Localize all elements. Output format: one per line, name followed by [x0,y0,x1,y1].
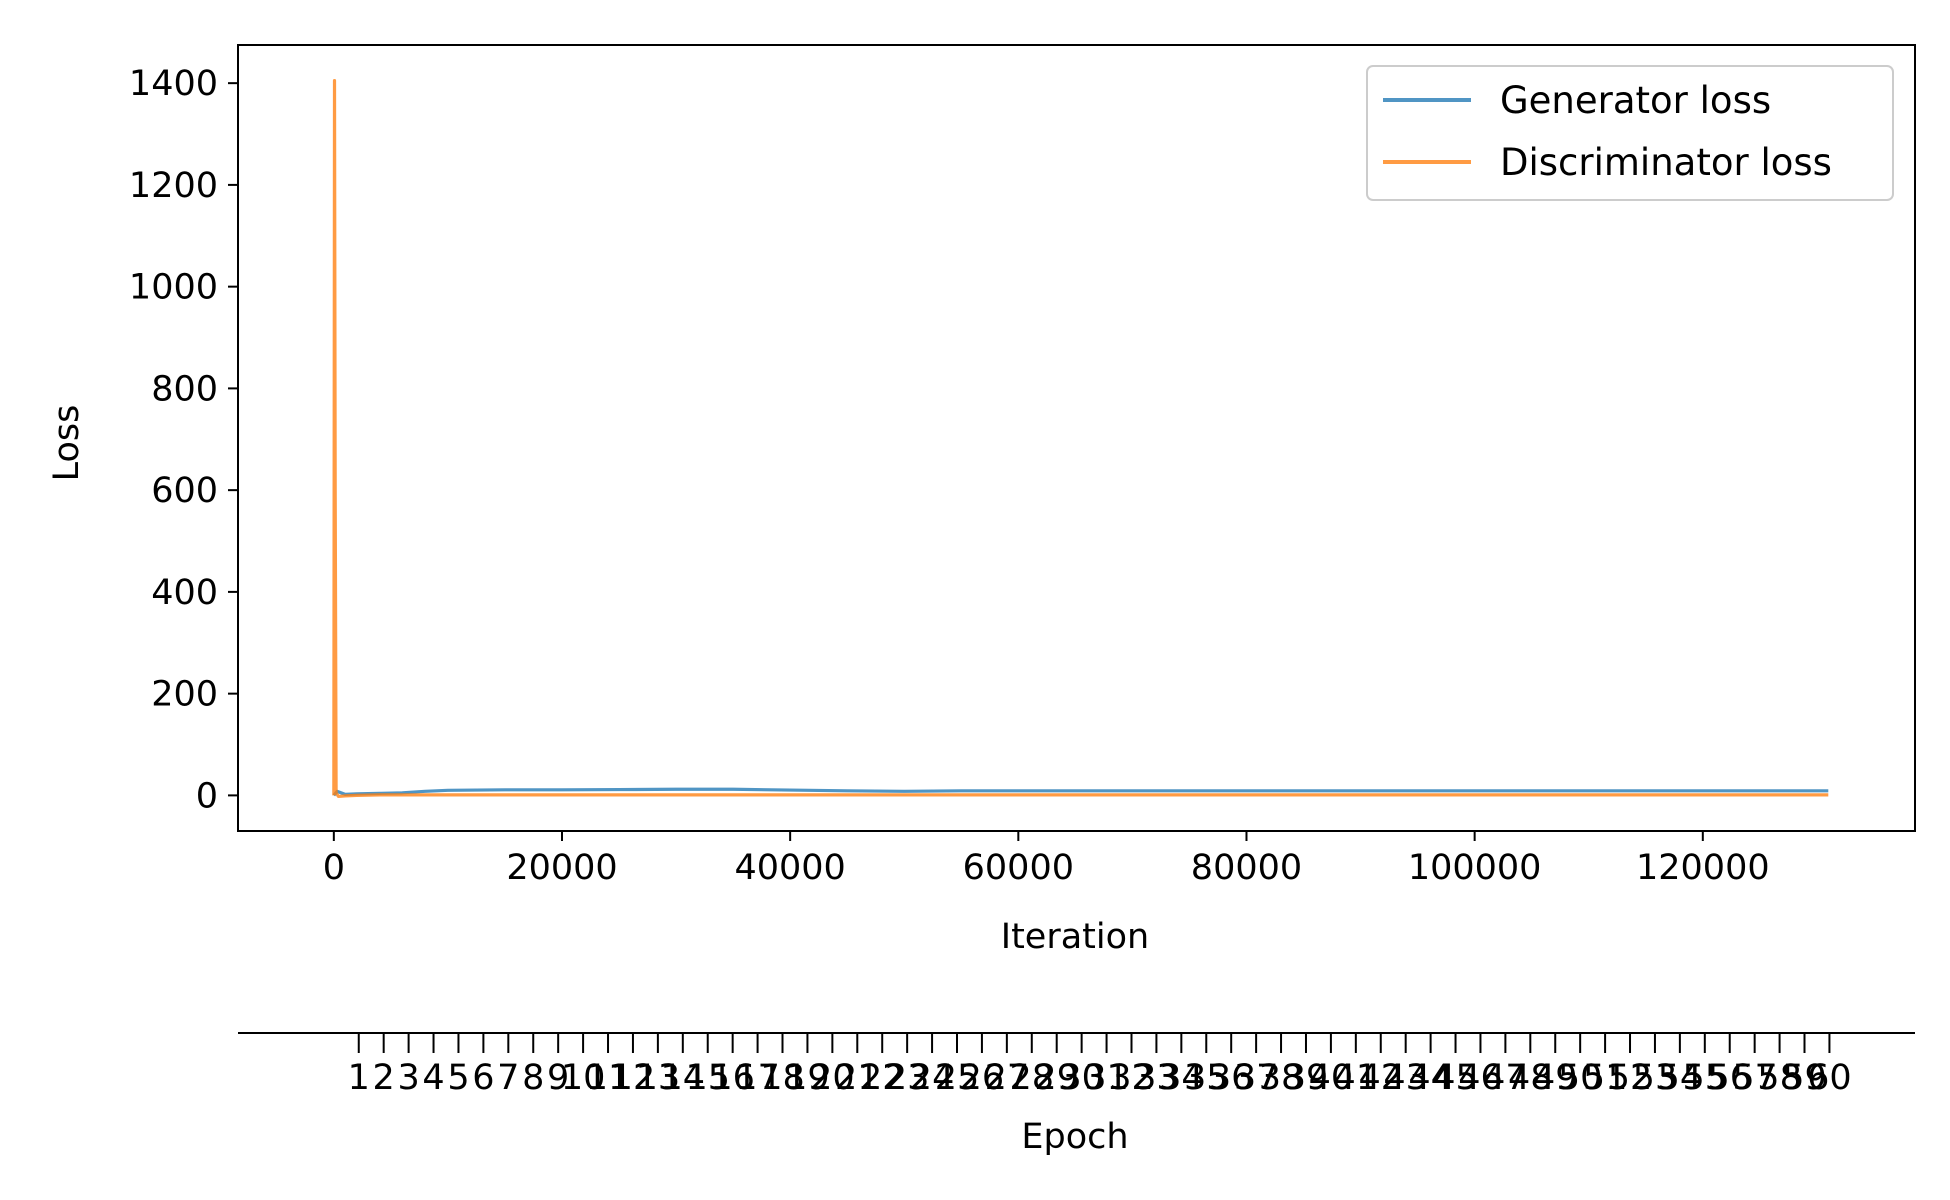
epoch-tick-label: 23 [885,1058,930,1098]
epoch-tick-label: 8 [522,1058,544,1098]
epoch-tick-label: 39 [1284,1058,1329,1098]
epoch-tick-label: 36 [1209,1058,1254,1098]
epoch-axis: 1 2 3 4 5 6 7 8 91011121314151617181920212223242… [238,1032,1915,1098]
epoch-tick-label: 19 [785,1058,830,1098]
epoch-tick-label: 15 [685,1058,730,1098]
epoch-tick-label: 3 [397,1058,419,1098]
y-tick-label: 0 [196,776,218,816]
epoch-tick-label: 18 [760,1058,805,1098]
x-tick-label: 40000 [734,848,845,888]
epoch-tick-label: 50 [1558,1058,1603,1098]
legend-box [1366,65,1894,201]
epoch-tick-label: 54 [1658,1058,1703,1098]
legend-label: Discriminator loss [1500,141,1832,184]
x-tick-label: 60000 [963,848,1074,888]
x-tick-label: 80000 [1191,848,1302,888]
epoch-tick-label: 31 [1084,1058,1129,1098]
y-tick-label: 400 [151,573,218,613]
y-tick-label: 200 [151,675,218,715]
epoch-tick-label: 41 [1334,1058,1379,1098]
epoch-tick-label: 17 [735,1058,780,1098]
epoch-tick-label: 13 [636,1058,681,1098]
series-line-discriminator-loss [332,79,1829,799]
x-axis-label: Iteration [1001,917,1149,957]
epoch-tick-label: 47 [1483,1058,1528,1098]
epoch-tick-label: 20 [810,1058,855,1098]
epoch-tick-label: 49 [1533,1058,1578,1098]
epoch-tick-label: 45 [1433,1058,1478,1098]
epoch-tick-label: 59 [1782,1058,1827,1098]
epoch-tick-label: 28 [1010,1058,1055,1098]
y-tick-label: 800 [151,369,218,409]
series-layer [332,79,1829,799]
legend: Generator loss Discriminator loss [1366,65,1894,201]
epoch-tick-label: 52 [1608,1058,1653,1098]
epoch-tick-label: 34 [1159,1058,1204,1098]
epoch-tick-label: 9 [547,1058,569,1098]
epoch-tick-label: 38 [1259,1058,1304,1098]
y-axis-label: Loss [47,405,87,482]
epoch-tick-label: 44 [1408,1058,1453,1098]
x-tick-label: 20000 [506,848,617,888]
y-tick-label: 1200 [129,166,218,206]
epoch-tick-label: 24 [910,1058,955,1098]
epoch-tick-label: 33 [1134,1058,1179,1098]
epoch-tick-label: 40 [1309,1058,1354,1098]
epoch-tick-label: 48 [1508,1058,1553,1098]
epoch-tick-label: 29 [1034,1058,1079,1098]
axes-layer: 0 20000 40000 60000 80000 100000 120000 0 200 400… [129,44,1916,888]
epoch-tick-label: 22 [860,1058,905,1098]
epoch-tick-label: 5 [447,1058,469,1098]
x-tick-label: 120000 [1636,848,1770,888]
epoch-tick-label: 35 [1184,1058,1229,1098]
epoch-tick-label: 11 [586,1058,631,1098]
legend-label: Generator loss [1500,79,1771,122]
epoch-tick-label: 37 [1234,1058,1279,1098]
epoch-tick-label: 43 [1383,1058,1428,1098]
epoch-tick-label: 6 [472,1058,494,1098]
epoch-tick-label: 26 [960,1058,1005,1098]
epoch-tick-label: 56 [1707,1058,1752,1098]
plot-frame [237,44,1916,832]
epoch-tick-label: 14 [661,1058,706,1098]
epoch-tick-label: 32 [1109,1058,1154,1098]
epoch-tick-label: 58 [1757,1058,1802,1098]
x-tick-label: 100000 [1408,848,1542,888]
epoch-tick-label: 51 [1583,1058,1628,1098]
epoch-tick-label: 21 [835,1058,880,1098]
epoch-tick-label: 55 [1683,1058,1728,1098]
epoch-tick-label: 46 [1458,1058,1503,1098]
epoch-tick-label: 60 [1807,1058,1852,1098]
epoch-tick-label: 7 [497,1058,519,1098]
epoch-tick-label: 42 [1358,1058,1403,1098]
y-tick-label: 1000 [129,268,218,308]
epoch-axis-label: Epoch [1021,1117,1128,1157]
epoch-tick-label: 25 [935,1058,980,1098]
epoch-tick-label: 27 [985,1058,1030,1098]
x-tick-label: 0 [323,848,345,888]
epoch-tick-label: 30 [1059,1058,1104,1098]
epoch-tick-label: 12 [611,1058,656,1098]
epoch-tick-label: 2 [373,1058,395,1098]
epoch-tick-label: 53 [1633,1058,1678,1098]
epoch-tick-label: 4 [422,1058,444,1098]
y-tick-label: 1400 [129,64,218,104]
epoch-tick-label: 1 [348,1058,370,1098]
epoch-tick-label: 16 [710,1058,755,1098]
epoch-tick-label: 57 [1732,1058,1777,1098]
y-tick-label: 600 [151,471,218,511]
epoch-tick-label: 10 [561,1058,606,1098]
